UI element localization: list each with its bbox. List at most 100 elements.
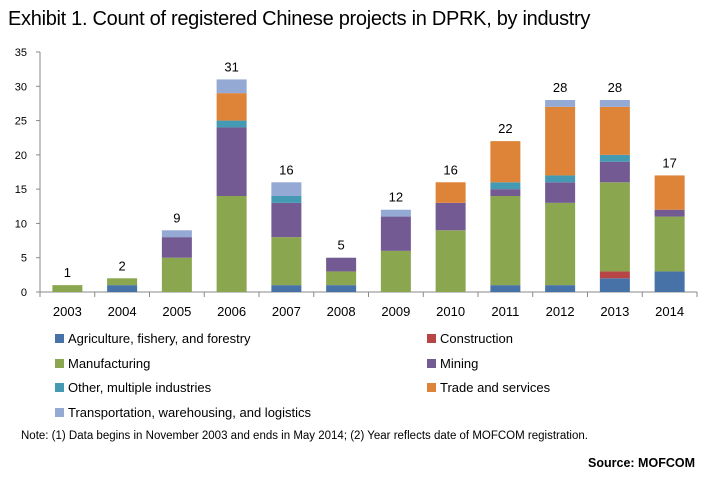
legend-label: Trade and services: [440, 380, 551, 395]
legend-label: Construction: [440, 331, 513, 346]
legend-swatch: [55, 358, 64, 368]
bar-segment-manufacturing-2005: [161, 257, 192, 292]
bar-segment-trade-2006: [216, 93, 247, 121]
bar-segment-mining-2010: [435, 202, 466, 231]
legend-swatch: [427, 334, 436, 343]
data-label-total: 28: [553, 80, 567, 95]
data-label-total: 9: [173, 210, 180, 225]
bar-segment-mining-2011: [490, 189, 521, 196]
bar-segment-manufacturing-2010: [435, 230, 466, 292]
legend-label: Transportation, warehousing, and logisti…: [68, 404, 312, 420]
bar-segment-manufacturing-2008: [326, 271, 357, 286]
bar-segment-trade-2011: [490, 141, 521, 183]
x-tick-label: 2004: [108, 304, 137, 319]
x-tick-label: 2013: [600, 304, 629, 319]
bar-segment-trade-2013: [599, 106, 630, 155]
legend-label: Agriculture, fishery, and forestry: [68, 331, 251, 346]
bar-segment-transportation-2007: [271, 182, 302, 196]
note: Note: (1) Data begins in November 2003 a…: [21, 430, 588, 442]
legend-item: Mining: [427, 356, 478, 371]
bar-segment-mining-2012: [545, 182, 576, 203]
x-tick-label: 2008: [327, 304, 356, 319]
bar-segment-trade-2012: [545, 106, 576, 176]
bar-segment-mining-2014: [654, 209, 685, 217]
data-label-total: 16: [279, 162, 293, 177]
chart-title: Exhibit 1. Count of registered Chinese p…: [8, 8, 591, 30]
x-tick-label: 2011: [491, 304, 519, 319]
bar-segment-trade-2014: [654, 175, 685, 210]
data-label-total: 1: [64, 265, 71, 280]
bar-segment-other-2012: [545, 175, 576, 183]
x-tick-label: 2005: [162, 304, 191, 319]
bar-segment-trade-2010: [435, 182, 466, 203]
bar-segment-mining-2007: [271, 202, 302, 238]
legend-swatch: [55, 334, 64, 343]
data-label-total: 5: [338, 238, 345, 253]
y-tick-label: 15: [15, 184, 27, 196]
x-tick-label: 2014: [655, 304, 684, 319]
bar-segment-mining-2006: [216, 127, 247, 196]
bar-segment-mining-2008: [326, 257, 357, 272]
x-tick-label: 2010: [436, 304, 465, 319]
data-label-total: 12: [389, 190, 403, 205]
stacked-bar-chart: 0 5 10 15 20 25 30 35 1 2003 2 2004 9 2005 31 2006 16 200…: [15, 47, 698, 319]
bar-segment-manufacturing-2006: [216, 196, 247, 292]
bar-segment-other-2006: [216, 120, 247, 128]
bar-segment-other-2011: [490, 182, 521, 190]
bar-segment-construction-2013: [599, 271, 630, 279]
bar-segment-transportation-2006: [216, 79, 247, 94]
source: Source: MOFCOM: [588, 456, 695, 470]
y-tick-label: 25: [15, 116, 27, 128]
bar-segment-transportation-2005: [161, 230, 192, 238]
legend-item: Transportation, warehousing, and logisti…: [55, 405, 311, 420]
bar-segment-agriculture-2013: [599, 278, 630, 292]
data-label-total: 31: [224, 59, 238, 74]
bar-segment-mining-2005: [161, 237, 192, 258]
data-label-total: 22: [498, 121, 512, 136]
y-tick-label: 20: [15, 150, 27, 162]
legend-item: Manufacturing: [55, 356, 150, 371]
legend-label: Manufacturing: [68, 355, 151, 371]
bar-segment-manufacturing-2012: [545, 202, 576, 286]
y-tick-label: 30: [15, 81, 27, 93]
bar-segment-mining-2013: [599, 161, 630, 183]
x-tick-label: 2006: [217, 304, 246, 319]
bar-segment-agriculture-2007: [271, 285, 302, 292]
bar-segment-transportation-2009: [380, 209, 411, 217]
legend-item: Other, multiple industries: [55, 380, 211, 395]
y-tick-label: 5: [21, 253, 27, 265]
legend-item: Construction: [427, 331, 513, 346]
bar-segment-agriculture-2014: [654, 271, 685, 292]
bar-segment-manufacturing-2011: [490, 196, 521, 286]
y-tick-label: 0: [21, 287, 27, 299]
bar-segment-manufacturing-2014: [654, 216, 685, 272]
y-tick-label: 35: [15, 47, 27, 59]
legend-swatch: [427, 358, 436, 368]
legend-swatch: [55, 407, 64, 417]
bar-segment-agriculture-2008: [326, 285, 357, 292]
x-tick-label: 2007: [272, 304, 301, 319]
data-label-total: 2: [119, 258, 126, 273]
data-label-total: 17: [662, 155, 676, 170]
legend-item: Agriculture, fishery, and forestry: [55, 331, 251, 346]
bar-segment-other-2013: [599, 154, 630, 162]
legend-label: Mining: [440, 355, 479, 371]
legend-swatch: [55, 383, 64, 392]
legend-label: Other, multiple industries: [68, 380, 212, 395]
y-tick-label: 10: [15, 218, 27, 230]
bar-segment-agriculture-2012: [545, 285, 576, 292]
bar-segment-manufacturing-2003: [52, 285, 83, 292]
data-label-total: 28: [608, 80, 622, 95]
bar-segment-manufacturing-2004: [107, 278, 138, 286]
x-tick-label: 2003: [53, 304, 82, 319]
x-tick-label: 2009: [381, 304, 410, 319]
bar-segment-manufacturing-2009: [380, 250, 411, 292]
legend-swatch: [427, 383, 436, 392]
bar-segment-transportation-2013: [599, 100, 630, 107]
bar-segment-agriculture-2004: [107, 285, 138, 292]
bar-segment-other-2007: [271, 196, 302, 203]
legend-item: Trade and services: [427, 380, 550, 395]
data-label-total: 16: [443, 162, 457, 177]
bar-segment-agriculture-2011: [490, 285, 521, 292]
bar-segment-manufacturing-2013: [599, 182, 630, 272]
